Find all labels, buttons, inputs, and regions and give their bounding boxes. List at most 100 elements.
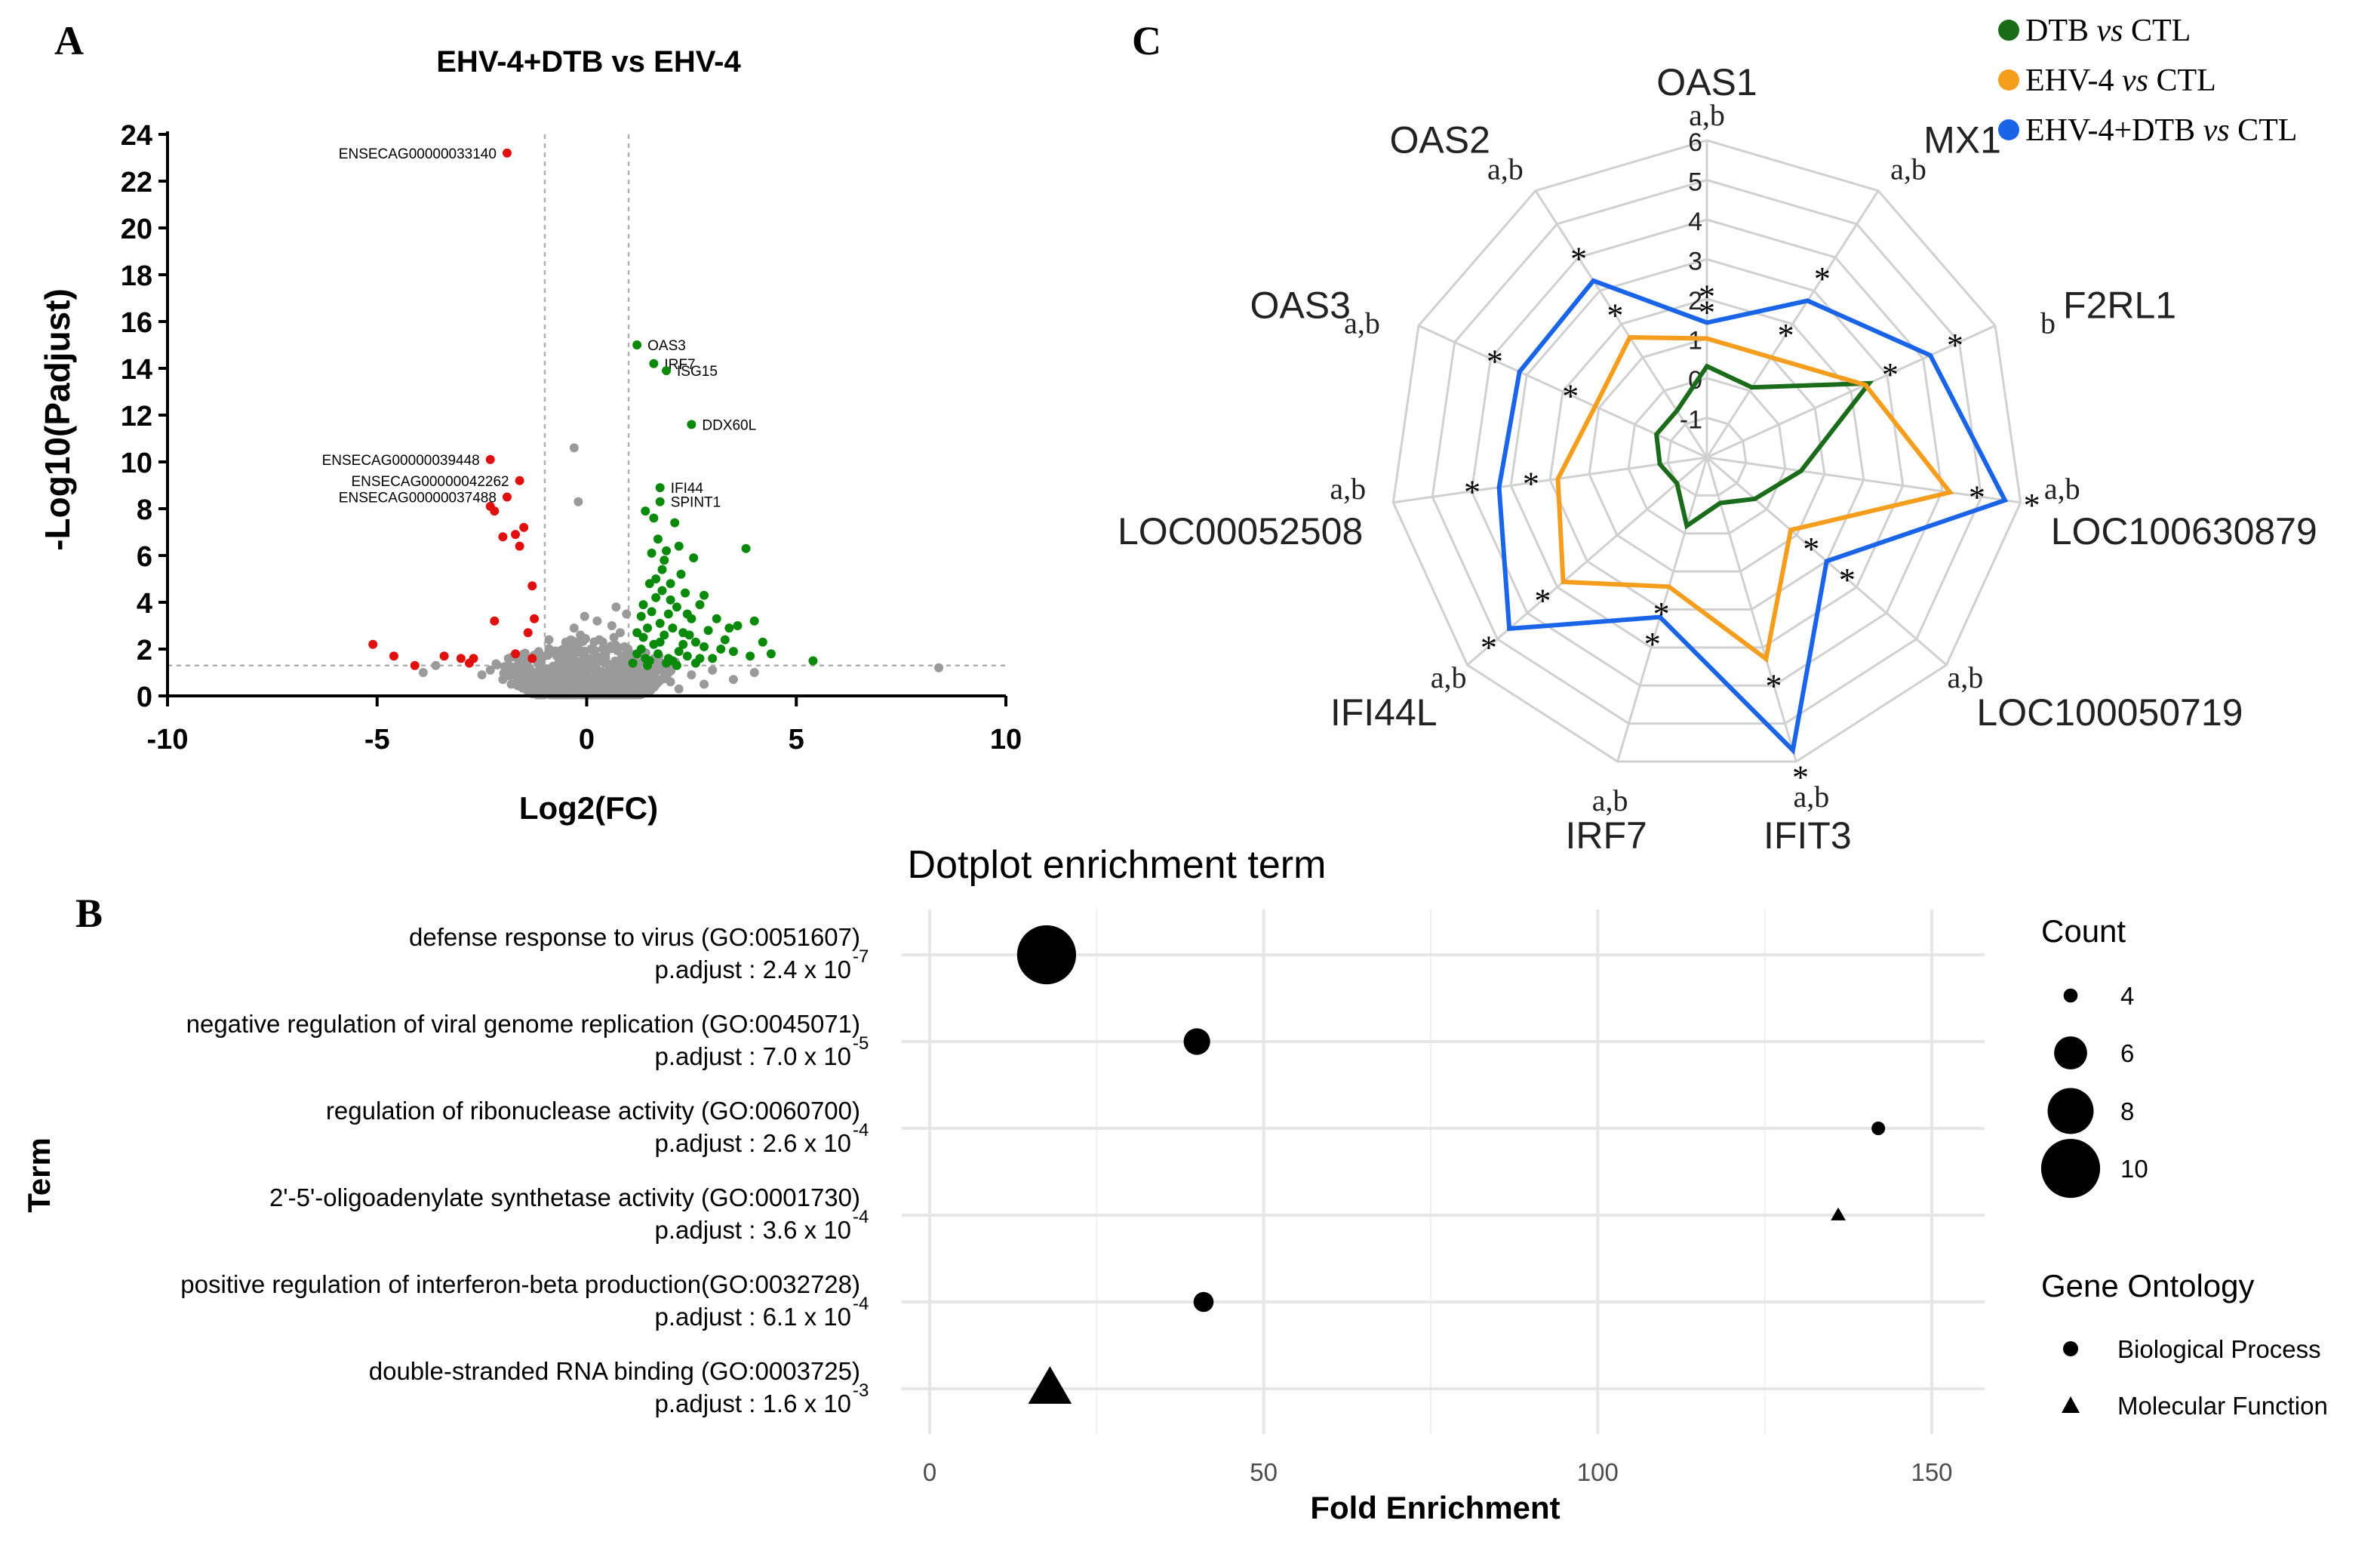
term-label: positive regulation of interferon-beta p… xyxy=(180,1270,860,1298)
radar-asterisk: * xyxy=(1653,596,1670,632)
term-triangle-marker xyxy=(1831,1207,1846,1220)
radar-ring xyxy=(1391,139,2022,763)
radar-asterisk: * xyxy=(1839,562,1856,599)
up-point xyxy=(712,614,721,623)
up-point xyxy=(647,607,656,617)
ns-point xyxy=(653,665,663,675)
radar-spoke xyxy=(1616,457,1708,762)
radar-significance-label: a,b xyxy=(1689,98,1725,132)
ns-point xyxy=(749,668,759,677)
radar-scale-label: 1 xyxy=(1688,327,1702,355)
radar-asterisk: * xyxy=(1792,759,1809,796)
up-point xyxy=(647,548,656,558)
ns-point xyxy=(504,669,514,679)
ns-point xyxy=(573,497,583,506)
legend-count-dot xyxy=(2047,1088,2094,1134)
legend-count-label: 6 xyxy=(2120,1039,2134,1067)
radar-significance-label: a,b xyxy=(1344,306,1380,340)
y-tick-label: 6 xyxy=(137,541,152,573)
down-point xyxy=(485,501,495,511)
radar-spoke xyxy=(1705,189,1880,458)
legend-count-label: 10 xyxy=(2120,1155,2148,1183)
up-point xyxy=(638,632,648,642)
labeled-point xyxy=(662,366,672,376)
legend-count-dot xyxy=(2054,1036,2087,1069)
point-label: ISG15 xyxy=(677,364,718,380)
volcano-title: EHV-4+DTB vs EHV-4 xyxy=(436,45,741,78)
ns-point xyxy=(431,660,441,670)
down-point xyxy=(530,614,540,623)
ns-point xyxy=(700,679,709,689)
ns-point xyxy=(636,682,646,691)
ns-point xyxy=(607,675,617,685)
radar-legend-label: EHV-4+DTB vs CTL xyxy=(2025,113,2297,148)
down-point xyxy=(490,616,500,626)
up-point xyxy=(700,590,709,600)
up-point xyxy=(758,637,767,647)
term-padj: p.adjust : 2.4 x 10 xyxy=(654,956,851,983)
term-dot-marker xyxy=(1016,925,1077,985)
radar-scale-label: 2 xyxy=(1688,287,1702,315)
down-point xyxy=(469,654,478,663)
y-tick-label: 24 xyxy=(121,120,152,152)
radar-legend-label: EHV-4 vs CTL xyxy=(2025,63,2216,98)
down-point xyxy=(511,649,521,659)
labeled-point xyxy=(632,340,642,349)
up-point xyxy=(643,660,653,670)
up-point xyxy=(662,658,672,668)
y-tick-label: 4 xyxy=(137,588,152,620)
dotplot-title: Dotplot enrichment term xyxy=(908,843,1327,887)
up-point xyxy=(651,574,661,583)
y-tick-label: 20 xyxy=(121,214,152,245)
radar-significance-label: a,b xyxy=(1592,783,1628,817)
radar-ring xyxy=(1470,218,1944,687)
down-point xyxy=(523,628,533,638)
ns-point xyxy=(498,675,508,685)
ns-point xyxy=(506,679,516,689)
ns-point xyxy=(615,628,625,638)
labeled-point xyxy=(655,483,665,493)
up-point xyxy=(676,569,686,579)
radar-spoke xyxy=(1706,325,1996,459)
ns-point xyxy=(477,670,487,680)
radar-ring xyxy=(1548,297,1865,611)
up-point xyxy=(695,654,705,663)
term-padj: p.adjust : 6.1 x 10 xyxy=(654,1303,851,1331)
point-label: ENSECAG00000039448 xyxy=(322,453,480,469)
ns-point xyxy=(617,660,627,670)
up-point xyxy=(655,618,665,628)
panel-label-b: B xyxy=(75,891,103,936)
x-tick-label: 10 xyxy=(990,724,1022,756)
ns-point xyxy=(628,679,638,689)
down-point xyxy=(389,651,398,661)
radar-asterisk: * xyxy=(1523,466,1539,503)
up-point xyxy=(716,645,726,654)
up-point xyxy=(733,621,743,630)
legend-count-dot xyxy=(2063,988,2078,1003)
point-label: OAS3 xyxy=(647,338,686,354)
term-padj-exponent: -4 xyxy=(853,1120,869,1140)
down-point xyxy=(498,532,508,542)
up-point xyxy=(653,534,663,544)
term-dot-marker xyxy=(1193,1291,1214,1313)
ns-point xyxy=(531,670,541,680)
ns-point xyxy=(540,684,549,694)
radar-spoke xyxy=(1534,189,1708,458)
up-point xyxy=(666,595,675,605)
ns-point xyxy=(500,662,509,672)
ns-point xyxy=(588,682,598,691)
radar-asterisk: * xyxy=(1947,327,1963,364)
up-point xyxy=(682,651,692,661)
up-point xyxy=(670,518,680,528)
ns-point xyxy=(503,654,513,663)
labeled-point xyxy=(515,476,524,485)
ns-point xyxy=(492,660,502,670)
up-point xyxy=(657,565,667,574)
point-label: IRF7 xyxy=(664,357,695,373)
radar-series-line xyxy=(1654,363,1874,530)
ns-point xyxy=(644,672,654,682)
radar-series-line xyxy=(1496,278,2009,756)
y-tick-label: 2 xyxy=(137,635,152,666)
down-point xyxy=(410,660,420,670)
